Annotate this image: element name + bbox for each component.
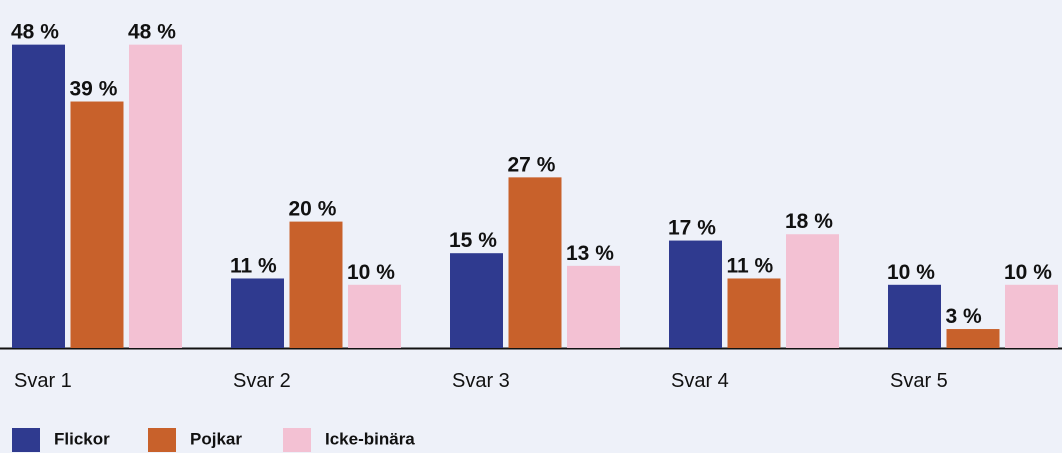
legend-swatch (12, 428, 40, 452)
x-tick-label: Svar 1 (14, 370, 72, 392)
bar (669, 240, 722, 348)
x-tick-label: Svar 5 (890, 370, 948, 392)
bar (1005, 284, 1058, 348)
value-label: 18 % (785, 210, 833, 233)
value-label: 3 % (946, 305, 983, 328)
value-label: 10 % (1004, 261, 1052, 284)
value-label: 13 % (566, 242, 614, 265)
legend-swatch (148, 428, 176, 452)
bar (129, 44, 182, 348)
bar (567, 265, 620, 348)
value-label: 17 % (668, 217, 716, 240)
value-label: 15 % (449, 229, 497, 252)
legend-label: Icke-binära (325, 429, 415, 448)
legend-label: Flickor (54, 429, 110, 448)
value-label: 27 % (508, 153, 556, 176)
value-label: 10 % (887, 261, 935, 284)
bar (946, 329, 1000, 348)
x-tick-label: Svar 2 (233, 370, 291, 392)
legend-swatch (283, 428, 311, 452)
value-label: 11 % (230, 254, 277, 277)
bar (12, 44, 65, 348)
value-label: 11 % (727, 254, 774, 277)
bar (727, 278, 781, 348)
value-label: 20 % (289, 198, 337, 221)
bar (888, 284, 941, 348)
value-label: 39 % (70, 78, 118, 101)
bar (231, 278, 284, 348)
bar (786, 234, 839, 348)
value-label: 10 % (347, 261, 395, 284)
legend-label: Pojkar (190, 429, 242, 448)
bar (289, 221, 343, 348)
value-label: 48 % (11, 21, 59, 44)
bar (508, 177, 562, 348)
x-tick-label: Svar 4 (671, 370, 729, 392)
x-tick-label: Svar 3 (452, 370, 510, 392)
value-label: 48 % (128, 21, 176, 44)
bar (70, 101, 124, 349)
bar (348, 284, 401, 348)
bar (450, 253, 503, 348)
